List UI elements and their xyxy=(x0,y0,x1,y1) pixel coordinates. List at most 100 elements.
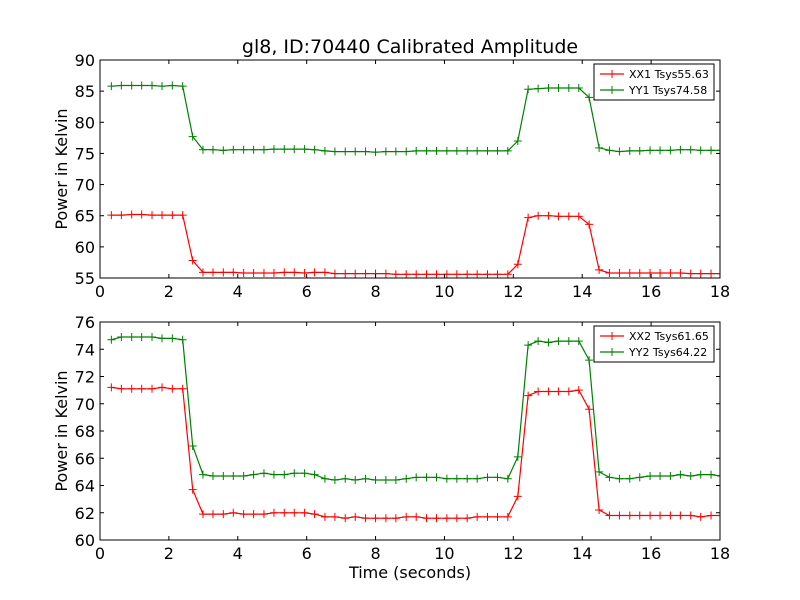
x-tick-label: 8 xyxy=(370,544,380,563)
data-point xyxy=(320,146,329,155)
data-point xyxy=(554,84,563,93)
data-point xyxy=(615,511,624,520)
legend-label: XX1 Tsys55.63 xyxy=(629,68,709,81)
data-point xyxy=(585,405,594,414)
data-point xyxy=(381,269,390,278)
y-tick-label: 60 xyxy=(75,238,95,257)
data-point xyxy=(269,269,278,278)
data-point xyxy=(371,514,380,523)
data-point xyxy=(229,471,238,480)
data-point xyxy=(148,384,157,393)
series-xx1 xyxy=(107,210,720,278)
data-point xyxy=(330,512,339,521)
data-point xyxy=(513,492,522,501)
data-point xyxy=(117,81,126,90)
data-point xyxy=(524,85,533,94)
data-point xyxy=(473,146,482,155)
data-point xyxy=(707,269,716,278)
data-point xyxy=(524,341,533,350)
data-point xyxy=(686,145,695,154)
x-tick-label: 12 xyxy=(503,544,523,563)
data-point xyxy=(422,514,431,523)
data-point xyxy=(259,145,268,154)
data-point xyxy=(696,269,705,278)
data-point xyxy=(483,270,492,278)
data-point xyxy=(635,511,644,520)
data-point xyxy=(229,145,238,154)
data-point xyxy=(148,81,157,90)
data-point xyxy=(381,476,390,485)
data-point xyxy=(564,84,573,93)
x-tick-label: 4 xyxy=(233,282,243,301)
data-point xyxy=(158,211,166,220)
data-point xyxy=(290,469,299,478)
data-point xyxy=(605,269,614,278)
data-point xyxy=(635,269,644,278)
data-point xyxy=(269,145,278,154)
legend-label: XX2 Tsys61.65 xyxy=(629,330,709,343)
legend-box xyxy=(593,63,715,101)
data-point xyxy=(666,471,675,480)
data-point xyxy=(483,146,492,155)
data-point xyxy=(371,476,380,485)
y-tick-label: 66 xyxy=(75,449,95,468)
data-point xyxy=(615,269,624,278)
data-point xyxy=(178,82,187,91)
data-point xyxy=(381,147,390,156)
y-tick-label: 70 xyxy=(75,395,95,414)
x-tick-label: 6 xyxy=(302,544,312,563)
data-point xyxy=(107,335,116,344)
data-point xyxy=(351,512,360,521)
data-point xyxy=(717,514,720,516)
data-point xyxy=(605,473,614,482)
data-point xyxy=(310,268,319,277)
data-point xyxy=(300,145,309,154)
data-point xyxy=(351,147,360,156)
data-point xyxy=(117,332,126,341)
data-point xyxy=(635,473,644,482)
data-point xyxy=(127,332,136,341)
y-tick-label: 68 xyxy=(75,422,95,441)
x-tick-label: 4 xyxy=(233,544,243,563)
y-axis-label: Power in Kelvin xyxy=(52,370,71,491)
data-point xyxy=(524,391,533,400)
data-point xyxy=(320,268,329,277)
data-point xyxy=(239,471,248,480)
data-point xyxy=(625,474,634,483)
data-point xyxy=(198,470,207,479)
data-point xyxy=(554,212,563,221)
data-point xyxy=(493,473,502,482)
data-point xyxy=(330,269,339,278)
data-point xyxy=(107,82,116,91)
y-tick-label: 62 xyxy=(75,504,95,523)
data-point xyxy=(168,81,177,90)
data-point xyxy=(158,334,166,343)
data-point xyxy=(646,471,655,480)
x-tick-label: 2 xyxy=(164,544,174,563)
data-point xyxy=(320,512,329,521)
x-tick-label: 18 xyxy=(710,282,730,301)
data-point xyxy=(391,514,400,523)
data-point xyxy=(442,474,451,483)
series-yy2 xyxy=(107,332,720,485)
data-point xyxy=(625,269,634,278)
data-point xyxy=(280,268,289,277)
data-point xyxy=(686,269,695,278)
data-point xyxy=(717,273,720,275)
x-tick-label: 10 xyxy=(434,544,454,563)
data-point xyxy=(564,337,573,346)
x-tick-label: 2 xyxy=(164,282,174,301)
series-yy1 xyxy=(107,81,720,157)
data-point xyxy=(239,145,248,154)
data-point xyxy=(310,510,319,519)
data-point xyxy=(208,268,217,277)
data-point xyxy=(422,270,431,278)
data-point xyxy=(432,473,441,482)
data-point xyxy=(117,211,126,220)
data-point xyxy=(666,511,675,520)
data-point xyxy=(717,475,720,477)
data-point xyxy=(686,471,695,480)
data-point xyxy=(361,514,370,523)
y-tick-label: 55 xyxy=(75,269,95,288)
data-point xyxy=(280,508,289,517)
